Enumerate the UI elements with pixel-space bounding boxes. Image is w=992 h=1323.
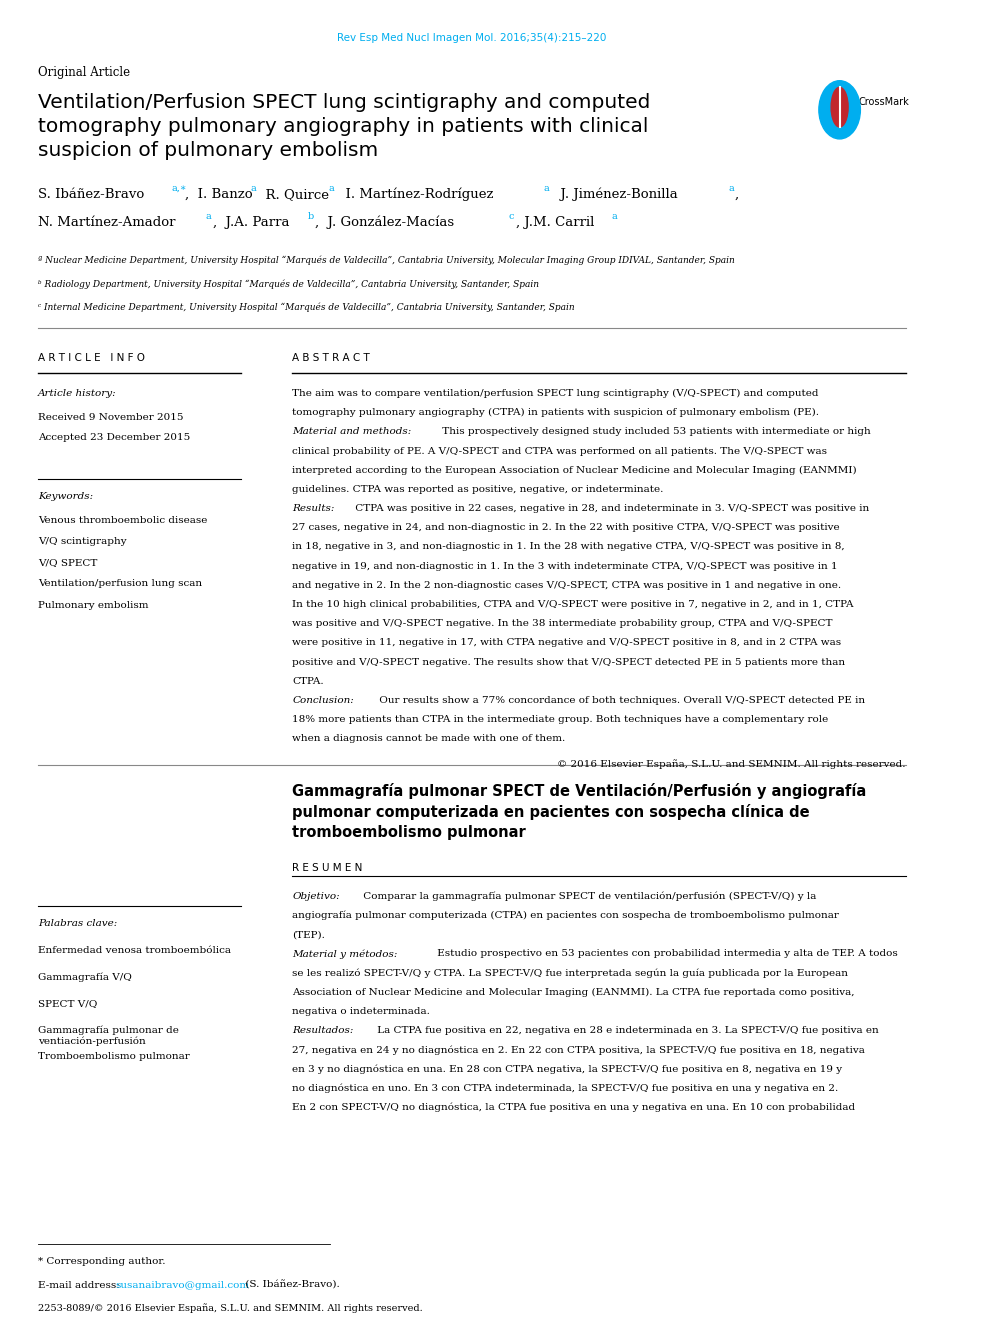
Text: ,: , — [735, 188, 739, 201]
Text: 2253-8089/© 2016 Elsevier España, S.L.U. and SEMNIM. All rights reserved.: 2253-8089/© 2016 Elsevier España, S.L.U.… — [38, 1303, 423, 1312]
Text: Accepted 23 December 2015: Accepted 23 December 2015 — [38, 433, 190, 442]
Text: negative in 19, and non-diagnostic in 1. In the 3 with indeterminate CTPA, V/Q-S: negative in 19, and non-diagnostic in 1.… — [293, 562, 838, 570]
Text: Ventilation/Perfusion SPECT lung scintigraphy and computed
tomography pulmonary : Ventilation/Perfusion SPECT lung scintig… — [38, 93, 650, 160]
Text: a,∗: a,∗ — [172, 184, 187, 193]
Circle shape — [818, 81, 860, 139]
Text: ᶜ Internal Medicine Department, University Hospital “Marqués de Valdecilla”, Can: ᶜ Internal Medicine Department, Universi… — [38, 303, 574, 312]
Text: b: b — [308, 212, 313, 221]
Text: 18% more patients than CTPA in the intermediate group. Both techniques have a co: 18% more patients than CTPA in the inter… — [293, 716, 828, 724]
Text: CTPA.: CTPA. — [293, 677, 324, 685]
Text: Venous thromboembolic disease: Venous thromboembolic disease — [38, 516, 207, 525]
Text: Association of Nuclear Medicine and Molecular Imaging (EANMMI). La CTPA fue repo: Association of Nuclear Medicine and Mole… — [293, 987, 855, 996]
Text: tomography pulmonary angiography (CTPA) in patients with suspicion of pulmonary : tomography pulmonary angiography (CTPA) … — [293, 407, 819, 417]
Text: a: a — [205, 212, 211, 221]
Text: a: a — [611, 212, 617, 221]
Text: La CTPA fue positiva en 22, negativa en 28 e indeterminada en 3. La SPECT-V/Q fu: La CTPA fue positiva en 22, negativa en … — [374, 1027, 878, 1035]
Text: Original Article: Original Article — [38, 66, 130, 79]
Text: Palabras clave:: Palabras clave: — [38, 919, 117, 929]
Ellipse shape — [831, 87, 848, 127]
Text: A R T I C L E   I N F O: A R T I C L E I N F O — [38, 353, 145, 364]
Text: Material y métodos:: Material y métodos: — [293, 950, 398, 959]
Text: clinical probability of PE. A V/Q-SPECT and CTPA was performed on all patients. : clinical probability of PE. A V/Q-SPECT … — [293, 447, 827, 455]
Text: en 3 y no diagnóstica en una. En 28 con CTPA negativa, la SPECT-V/Q fue positiva: en 3 y no diagnóstica en una. En 28 con … — [293, 1064, 842, 1074]
Text: ,  J.A. Parra: , J.A. Parra — [213, 216, 290, 229]
Text: interpreted according to the European Association of Nuclear Medicine and Molecu: interpreted according to the European As… — [293, 466, 857, 475]
Text: I. Martínez-Rodríguez: I. Martínez-Rodríguez — [337, 188, 493, 201]
Text: a: a — [728, 184, 734, 193]
Text: was positive and V/Q-SPECT negative. In the 38 intermediate probability group, C: was positive and V/Q-SPECT negative. In … — [293, 619, 833, 628]
Text: CTPA was positive in 22 cases, negative in 28, and indeterminate in 3. V/Q-SPECT: CTPA was positive in 22 cases, negative … — [352, 504, 869, 513]
Text: In the 10 high clinical probabilities, CTPA and V/Q-SPECT were positive in 7, ne: In the 10 high clinical probabilities, C… — [293, 601, 854, 609]
Text: , J.M. Carril: , J.M. Carril — [516, 216, 594, 229]
Text: Received 9 November 2015: Received 9 November 2015 — [38, 413, 184, 422]
Text: Enfermedad venosa tromboembólica: Enfermedad venosa tromboembólica — [38, 946, 231, 955]
Text: Keywords:: Keywords: — [38, 492, 93, 501]
Text: En 2 con SPECT-V/Q no diagnóstica, la CTPA fue positiva en una y negativa en una: En 2 con SPECT-V/Q no diagnóstica, la CT… — [293, 1103, 855, 1113]
Text: (S. Ibáñez-Bravo).: (S. Ibáñez-Bravo). — [242, 1281, 340, 1290]
Text: 27, negativa en 24 y no diagnóstica en 2. En 22 con CTPA positiva, la SPECT-V/Q : 27, negativa en 24 y no diagnóstica en 2… — [293, 1045, 865, 1054]
Text: Gammagrafía pulmonar de
ventiación-perfusión: Gammagrafía pulmonar de ventiación-perfu… — [38, 1025, 179, 1045]
Text: when a diagnosis cannot be made with one of them.: when a diagnosis cannot be made with one… — [293, 734, 565, 744]
Text: no diagnóstica en uno. En 3 con CTPA indeterminada, la SPECT-V/Q fue positiva en: no diagnóstica en uno. En 3 con CTPA ind… — [293, 1084, 838, 1093]
Text: This prospectively designed study included 53 patients with intermediate or high: This prospectively designed study includ… — [438, 427, 870, 437]
Text: A B S T R A C T: A B S T R A C T — [293, 353, 370, 364]
Text: c: c — [509, 212, 514, 221]
Text: N. Martínez-Amador: N. Martínez-Amador — [38, 216, 176, 229]
Text: The aim was to compare ventilation/perfusion SPECT lung scintigraphy (V/Q-SPECT): The aim was to compare ventilation/perfu… — [293, 389, 819, 398]
Text: Conclusion:: Conclusion: — [293, 696, 354, 705]
Text: guidelines. CTPA was reported as positive, negative, or indeterminate.: guidelines. CTPA was reported as positiv… — [293, 484, 664, 493]
Text: Pulmonary embolism: Pulmonary embolism — [38, 601, 148, 610]
Text: were positive in 11, negative in 17, with CTPA negative and V/Q-SPECT positive i: were positive in 11, negative in 17, wit… — [293, 639, 841, 647]
Text: R E S U M E N: R E S U M E N — [293, 863, 363, 873]
Text: CrossMark: CrossMark — [858, 97, 910, 107]
Text: V/Q SPECT: V/Q SPECT — [38, 558, 97, 568]
Text: ᵇ Radiology Department, University Hospital “Marqués de Valdecilla”, Cantabria U: ᵇ Radiology Department, University Hospi… — [38, 279, 539, 288]
Text: angiografía pulmonar computerizada (CTPA) en pacientes con sospecha de tromboemb: angiografía pulmonar computerizada (CTPA… — [293, 910, 839, 921]
Text: ,  I. Banzo: , I. Banzo — [185, 188, 253, 201]
Text: * Corresponding author.: * Corresponding author. — [38, 1257, 166, 1266]
Text: a: a — [328, 184, 334, 193]
Text: Article history:: Article history: — [38, 389, 116, 398]
Text: positive and V/Q-SPECT negative. The results show that V/Q-SPECT detected PE in : positive and V/Q-SPECT negative. The res… — [293, 658, 845, 667]
Text: Material and methods:: Material and methods: — [293, 427, 412, 437]
Text: Comparar la gammagrafía pulmonar SPECT de ventilación/perfusión (SPECT-V/Q) y la: Comparar la gammagrafía pulmonar SPECT d… — [360, 892, 816, 901]
Text: a: a — [544, 184, 550, 193]
Text: ,  J. González-Macías: , J. González-Macías — [315, 216, 454, 229]
Text: Resultados:: Resultados: — [293, 1027, 354, 1035]
Text: Results:: Results: — [293, 504, 335, 513]
Text: susanaibravo@gmail.com: susanaibravo@gmail.com — [115, 1281, 249, 1290]
Text: (TEP).: (TEP). — [293, 930, 325, 939]
Text: Tromboembolismo pulmonar: Tromboembolismo pulmonar — [38, 1052, 189, 1061]
Text: Our results show a 77% concordance of both techniques. Overall V/Q-SPECT detecte: Our results show a 77% concordance of bo… — [376, 696, 866, 705]
Text: © 2016 Elsevier España, S.L.U. and SEMNIM. All rights reserved.: © 2016 Elsevier España, S.L.U. and SEMNI… — [558, 759, 906, 769]
Text: a: a — [250, 184, 256, 193]
Text: and negative in 2. In the 2 non-diagnostic cases V/Q-SPECT, CTPA was positive in: and negative in 2. In the 2 non-diagnost… — [293, 581, 841, 590]
Text: negativa o indeterminada.: negativa o indeterminada. — [293, 1007, 431, 1016]
Text: ª Nuclear Medicine Department, University Hospital “Marqués de Valdecilla”, Cant: ª Nuclear Medicine Department, Universit… — [38, 255, 734, 265]
Text: J. Jiménez-Bonilla: J. Jiménez-Bonilla — [552, 188, 678, 201]
Text: Objetivo:: Objetivo: — [293, 892, 340, 901]
Text: R. Quirce: R. Quirce — [257, 188, 328, 201]
Text: Ventilation/perfusion lung scan: Ventilation/perfusion lung scan — [38, 579, 201, 589]
Text: Estudio prospectivo en 53 pacientes con probabilidad intermedia y alta de TEP. A: Estudio prospectivo en 53 pacientes con … — [434, 950, 898, 958]
Text: in 18, negative in 3, and non-diagnostic in 1. In the 28 with negative CTPA, V/Q: in 18, negative in 3, and non-diagnostic… — [293, 542, 845, 552]
Text: se les realizó SPECT-V/Q y CTPA. La SPECT-V/Q fue interpretada según la guía pub: se les realizó SPECT-V/Q y CTPA. La SPEC… — [293, 968, 848, 978]
Text: Rev Esp Med Nucl Imagen Mol. 2016;35(4):215–220: Rev Esp Med Nucl Imagen Mol. 2016;35(4):… — [337, 33, 606, 44]
Text: E-mail address:: E-mail address: — [38, 1281, 123, 1290]
Text: 27 cases, negative in 24, and non-diagnostic in 2. In the 22 with positive CTPA,: 27 cases, negative in 24, and non-diagno… — [293, 524, 840, 532]
Text: V/Q scintigraphy: V/Q scintigraphy — [38, 537, 126, 546]
Text: Gammagrafía pulmonar SPECT de Ventilación/Perfusión y angiografía
pulmonar compu: Gammagrafía pulmonar SPECT de Ventilació… — [293, 783, 867, 840]
Text: S. Ibáñez-Bravo: S. Ibáñez-Bravo — [38, 188, 144, 201]
Text: Gammagrafía V/Q: Gammagrafía V/Q — [38, 972, 132, 982]
Text: SPECT V/Q: SPECT V/Q — [38, 999, 97, 1008]
